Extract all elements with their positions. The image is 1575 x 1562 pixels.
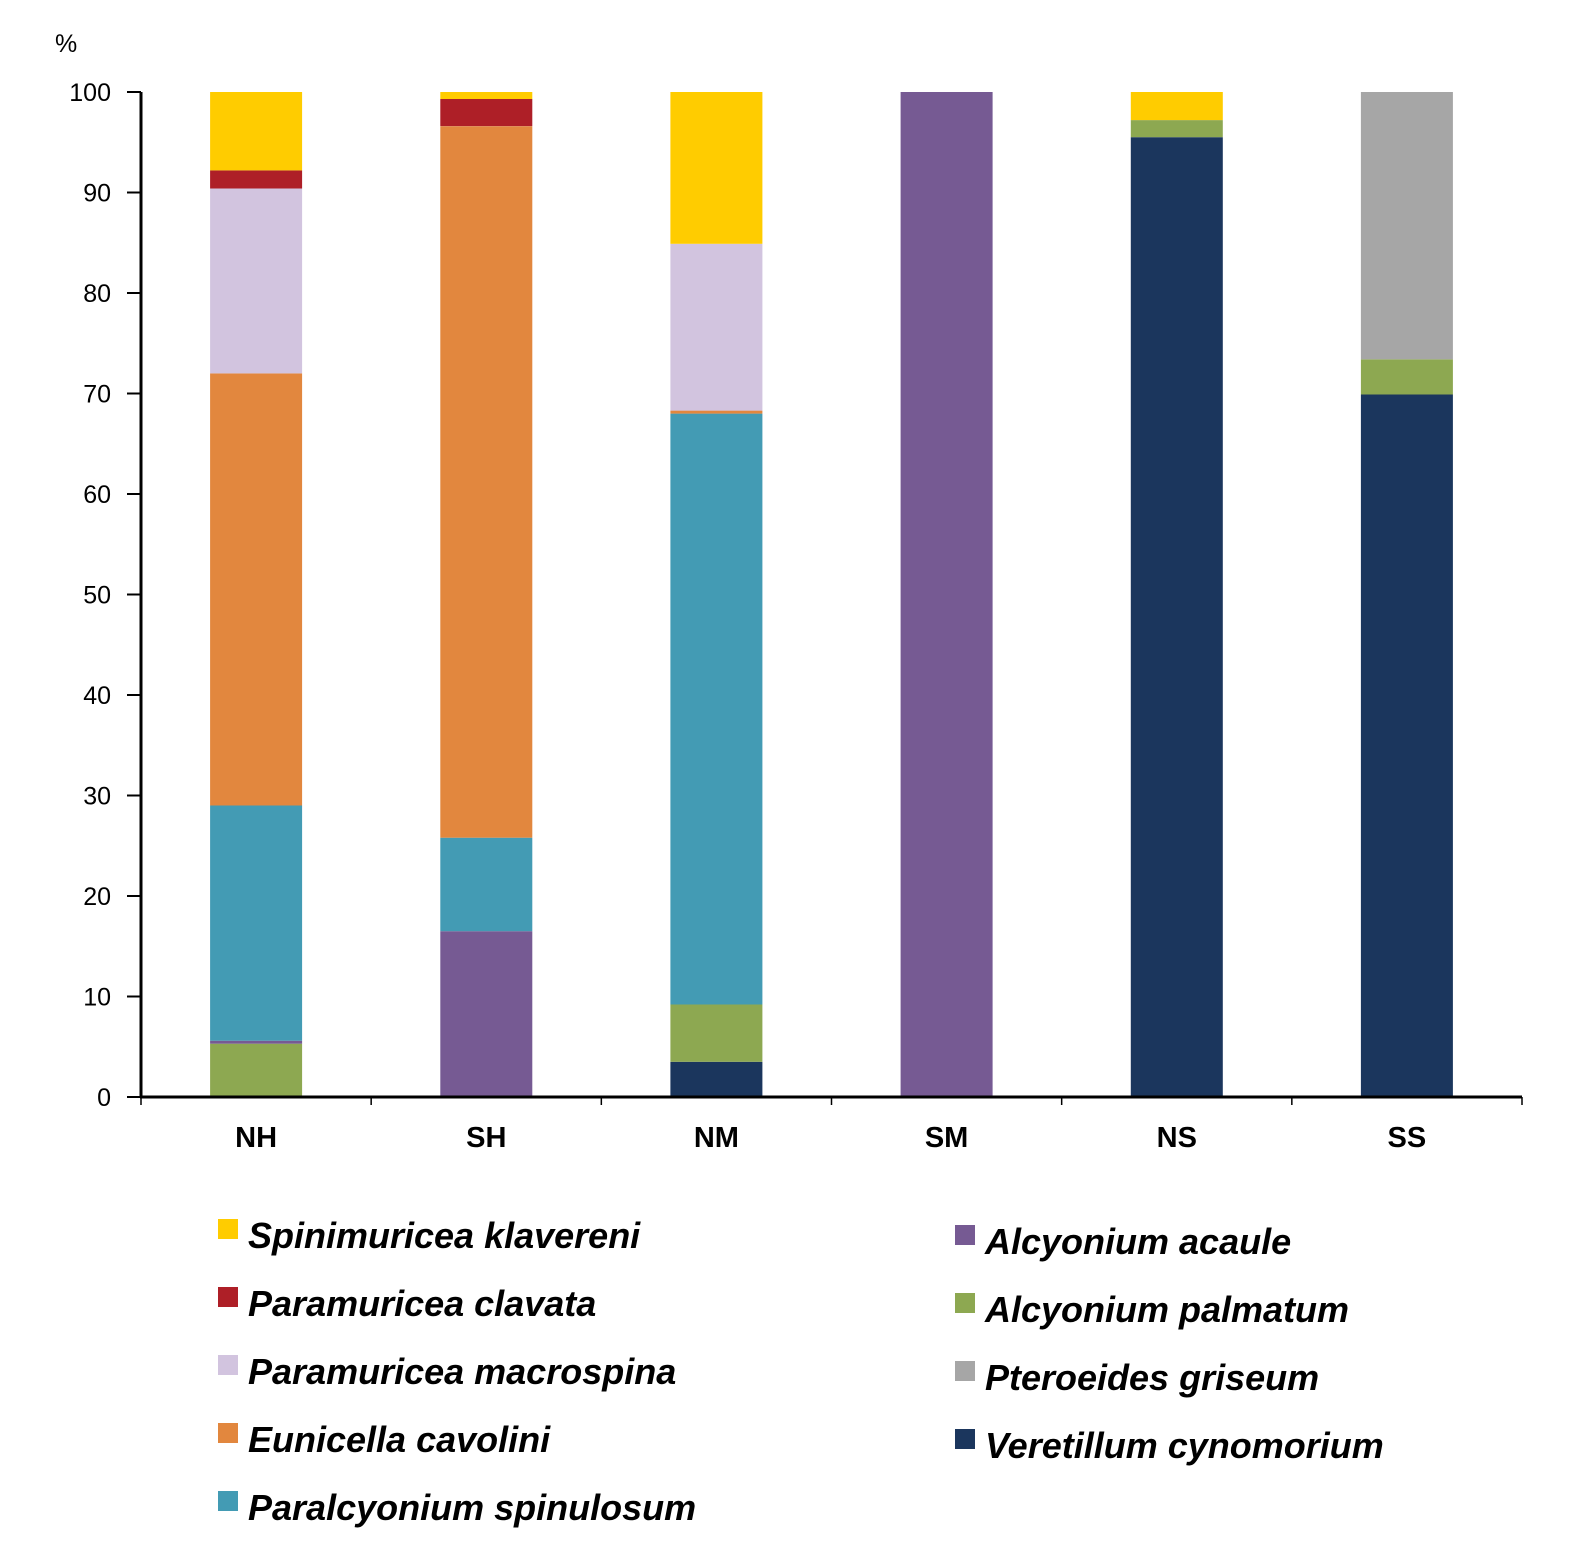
y-tick-label-60: 60: [83, 481, 111, 509]
bar-segment-sh-5: [440, 126, 533, 838]
x-tick-label-ss: SS: [1388, 1122, 1427, 1154]
legend-swatch-alcyonium-acaule: [955, 1225, 975, 1245]
x-tick-label-sh: SH: [466, 1122, 506, 1154]
y-tick-label-70: 70: [83, 381, 111, 409]
x-tick-label-ns: NS: [1157, 1122, 1197, 1154]
y-tick-label-50: 50: [83, 582, 111, 610]
bar-segment-ns-1: [1130, 120, 1223, 138]
bar-segment-nh-5: [210, 373, 303, 806]
y-tick-label-0: 0: [97, 1084, 111, 1112]
y-tick-label-80: 80: [83, 280, 111, 308]
bar-segment-nm-1: [670, 1004, 763, 1062]
bar-segment-nh-8: [210, 92, 303, 171]
bar-segment-sm-2: [900, 92, 993, 1097]
bars-group: [210, 92, 1453, 1097]
bar-segment-nh-6: [210, 188, 303, 374]
x-tick-label-sm: SM: [925, 1122, 969, 1154]
bar-segment-ss-1: [1360, 359, 1453, 395]
legend-swatch-paramuricea-clavata: [218, 1287, 238, 1307]
bar-segment-nm-0: [670, 1061, 763, 1097]
legend-label-paralcyonium-spinulosum: Paralcyonium spinulosum: [248, 1487, 696, 1528]
bar-segment-nm-5: [670, 410, 763, 414]
legend-label-spinimuricea-klavereni: Spinimuricea klavereni: [248, 1215, 641, 1256]
legend-swatch-paralcyonium-spinulosum: [218, 1491, 238, 1511]
y-tick-label-100: 100: [69, 79, 111, 107]
x-tick-label-nm: NM: [694, 1122, 739, 1154]
bar-segment-nh-2: [210, 1040, 303, 1044]
legend-swatch-veretillum-cynomorium: [955, 1429, 975, 1449]
legend-swatch-spinimuricea-klavereni: [218, 1219, 238, 1239]
y-tick-label-20: 20: [83, 883, 111, 911]
bar-segment-ns-0: [1130, 137, 1223, 1097]
y-unit-label: %: [55, 30, 77, 58]
legend-label-veretillum-cynomorium: Veretillum cynomorium: [985, 1425, 1384, 1466]
bar-segment-sh-2: [440, 931, 533, 1097]
y-tick-label-30: 30: [83, 783, 111, 811]
bar-segment-nm-6: [670, 243, 763, 411]
bar-segment-nm-8: [670, 92, 763, 244]
legend-swatch-pteroeides-griseum: [955, 1361, 975, 1381]
legend-label-paramuricea-clavata: Paramuricea clavata: [248, 1283, 596, 1324]
bar-segment-nh-1: [210, 1043, 303, 1097]
y-tick-label-90: 90: [83, 180, 111, 208]
y-tick-label-10: 10: [83, 984, 111, 1012]
bar-segment-sh-4: [440, 837, 533, 932]
legend-swatch-eunicella-cavolini: [218, 1423, 238, 1443]
legend-label-pteroeides-griseum: Pteroeides griseum: [985, 1357, 1319, 1398]
bar-segment-sh-7: [440, 99, 533, 127]
legend-label-eunicella-cavolini: Eunicella cavolini: [248, 1419, 551, 1460]
axes-group: NH SH NM SM NS SS 0 10 20 30 40 50 60 70 80 90 100: [69, 79, 1523, 1154]
bar-segment-ss-3: [1360, 92, 1453, 360]
legend-label-alcyonium-palmatum: Alcyonium palmatum: [984, 1289, 1349, 1330]
bar-segment-ss-0: [1360, 394, 1453, 1097]
x-tick-label-nh: NH: [235, 1122, 277, 1154]
bar-segment-nh-7: [210, 170, 303, 189]
bar-segment-sh-8: [440, 92, 533, 99]
legend-swatch-paramuricea-macrospina: [218, 1355, 238, 1375]
bar-segment-nm-4: [670, 413, 763, 1005]
legend-label-paramuricea-macrospina: Paramuricea macrospina: [248, 1351, 676, 1392]
bar-segment-ns-8: [1130, 92, 1223, 121]
legend-label-alcyonium-acaule: Alcyonium acaule: [984, 1221, 1291, 1262]
y-tick-label-40: 40: [83, 682, 111, 710]
legend-swatch-alcyonium-palmatum: [955, 1293, 975, 1313]
bar-segment-nh-4: [210, 805, 303, 1041]
legend: Spinimuricea klavereni Paramuricea clavat…: [218, 1215, 1384, 1528]
